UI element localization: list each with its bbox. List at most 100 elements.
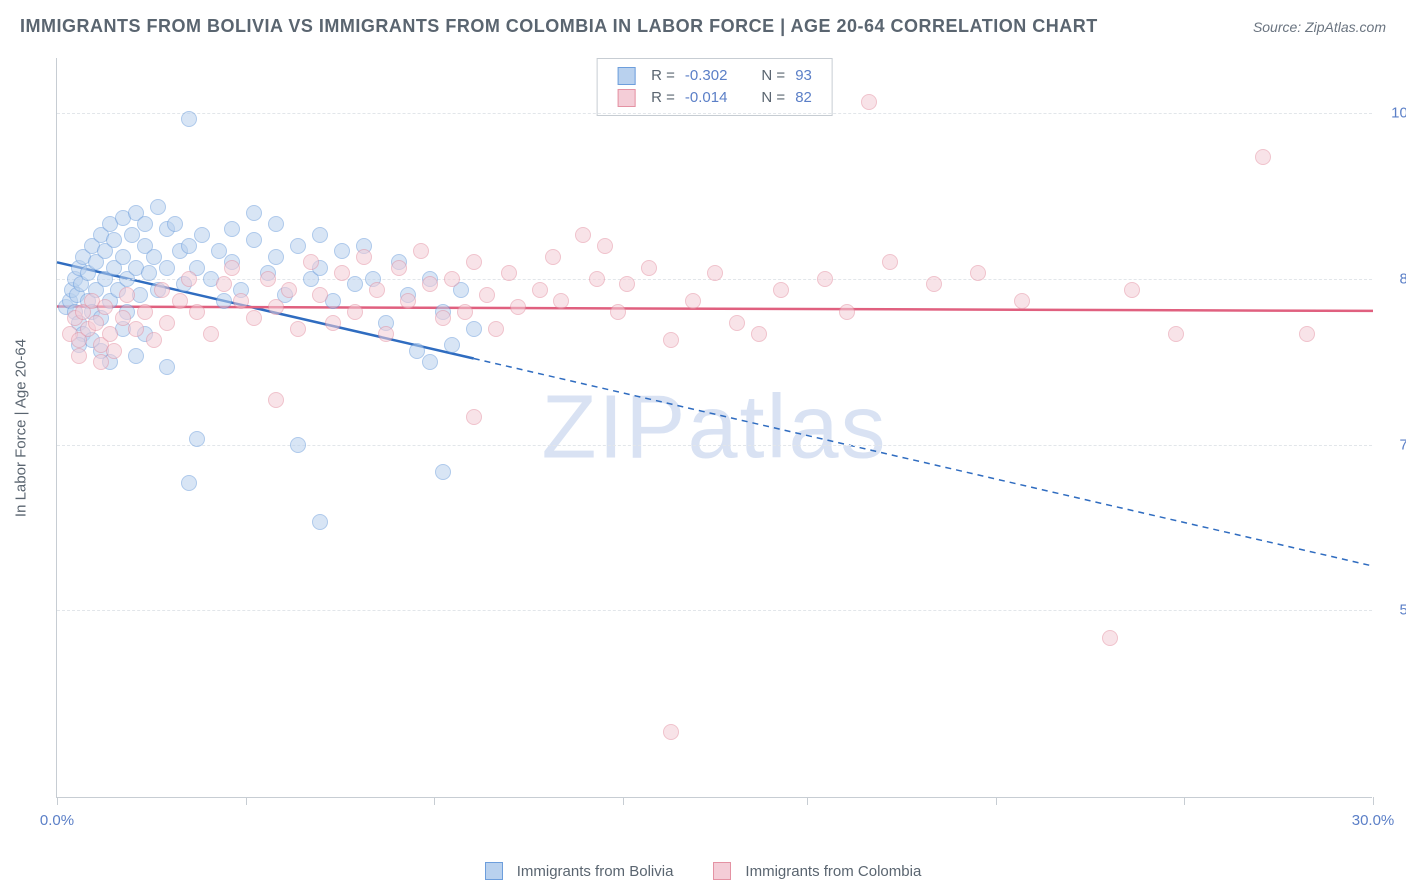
data-point-bolivia <box>466 321 482 337</box>
x-tick <box>1184 797 1185 805</box>
data-point-colombia <box>926 276 942 292</box>
data-point-colombia <box>233 293 249 309</box>
r-label: R = <box>651 87 675 109</box>
series-legend: Immigrants from Bolivia Immigrants from C… <box>0 862 1406 880</box>
data-point-colombia <box>391 260 407 276</box>
x-tick-label: 0.0% <box>40 812 74 829</box>
data-point-colombia <box>501 265 517 281</box>
data-point-colombia <box>281 282 297 298</box>
data-point-bolivia <box>216 293 232 309</box>
data-point-colombia <box>268 299 284 315</box>
data-point-colombia <box>707 265 723 281</box>
data-point-colombia <box>413 243 429 259</box>
data-point-colombia <box>619 276 635 292</box>
data-point-colombia <box>861 94 877 110</box>
data-point-colombia <box>137 304 153 320</box>
correlation-legend: R =-0.302N =93R =-0.014N =82 <box>596 58 833 116</box>
data-point-bolivia <box>246 205 262 221</box>
data-point-colombia <box>466 254 482 270</box>
x-tick-label: 30.0% <box>1352 812 1395 829</box>
data-point-colombia <box>106 343 122 359</box>
legend-correlation-row-bolivia: R =-0.302N =93 <box>617 65 812 87</box>
data-point-colombia <box>93 354 109 370</box>
data-point-colombia <box>246 310 262 326</box>
data-point-bolivia <box>334 243 350 259</box>
data-point-bolivia <box>347 276 363 292</box>
legend-swatch-colombia <box>713 862 731 880</box>
data-point-bolivia <box>312 227 328 243</box>
data-point-colombia <box>146 332 162 348</box>
data-point-colombia <box>553 293 569 309</box>
x-tick <box>57 797 58 805</box>
legend-correlation-row-colombia: R =-0.014N =82 <box>617 87 812 109</box>
data-point-colombia <box>356 249 372 265</box>
x-tick <box>434 797 435 805</box>
data-point-colombia <box>532 282 548 298</box>
data-point-colombia <box>510 299 526 315</box>
data-point-colombia <box>479 287 495 303</box>
data-point-bolivia <box>189 431 205 447</box>
trendline-bolivia-extrapolated <box>474 359 1373 567</box>
data-point-colombia <box>159 315 175 331</box>
data-point-colombia <box>1102 630 1118 646</box>
gridline <box>57 445 1372 446</box>
data-point-colombia <box>216 276 232 292</box>
data-point-colombia <box>610 304 626 320</box>
x-tick <box>807 797 808 805</box>
gridline <box>57 610 1372 611</box>
data-point-bolivia <box>268 216 284 232</box>
data-point-bolivia <box>290 437 306 453</box>
legend-series-bolivia: Immigrants from Bolivia <box>485 862 674 880</box>
data-point-colombia <box>1255 149 1271 165</box>
data-point-bolivia <box>422 354 438 370</box>
n-value-colombia: 82 <box>795 87 812 109</box>
data-point-colombia <box>181 271 197 287</box>
data-point-colombia <box>575 227 591 243</box>
data-point-bolivia <box>435 464 451 480</box>
data-point-bolivia <box>159 359 175 375</box>
n-label: N = <box>761 87 785 109</box>
data-point-colombia <box>97 299 113 315</box>
data-point-bolivia <box>246 232 262 248</box>
trend-lines-layer <box>57 58 1372 797</box>
data-point-colombia <box>203 326 219 342</box>
data-point-colombia <box>685 293 701 309</box>
data-point-colombia <box>729 315 745 331</box>
chart-area: In Labor Force | Age 20-64 ZIPatlas R =-… <box>56 58 1372 798</box>
gridline <box>57 113 1372 114</box>
data-point-colombia <box>378 326 394 342</box>
data-point-colombia <box>641 260 657 276</box>
x-tick <box>1373 797 1374 805</box>
data-point-colombia <box>751 326 767 342</box>
data-point-colombia <box>435 310 451 326</box>
data-point-colombia <box>1168 326 1184 342</box>
data-point-colombia <box>303 254 319 270</box>
legend-series-label: Immigrants from Colombia <box>745 863 921 880</box>
data-point-bolivia <box>290 238 306 254</box>
n-value-bolivia: 93 <box>795 65 812 87</box>
data-point-colombia <box>369 282 385 298</box>
data-point-colombia <box>1014 293 1030 309</box>
data-point-colombia <box>839 304 855 320</box>
legend-swatch-colombia <box>617 89 635 107</box>
data-point-bolivia <box>268 249 284 265</box>
data-point-colombia <box>597 238 613 254</box>
data-point-colombia <box>347 304 363 320</box>
data-point-colombia <box>882 254 898 270</box>
x-tick <box>246 797 247 805</box>
data-point-colombia <box>970 265 986 281</box>
r-label: R = <box>651 65 675 87</box>
legend-series-colombia: Immigrants from Colombia <box>713 862 921 880</box>
y-tick-label: 55.0% <box>1382 602 1406 619</box>
chart-title: IMMIGRANTS FROM BOLIVIA VS IMMIGRANTS FR… <box>20 16 1098 37</box>
data-point-colombia <box>268 392 284 408</box>
data-point-colombia <box>334 265 350 281</box>
data-point-bolivia <box>128 348 144 364</box>
legend-swatch-bolivia <box>485 862 503 880</box>
data-point-colombia <box>154 282 170 298</box>
data-point-colombia <box>545 249 561 265</box>
data-point-colombia <box>71 348 87 364</box>
n-label: N = <box>761 65 785 87</box>
data-point-bolivia <box>159 260 175 276</box>
data-point-bolivia <box>141 265 157 281</box>
